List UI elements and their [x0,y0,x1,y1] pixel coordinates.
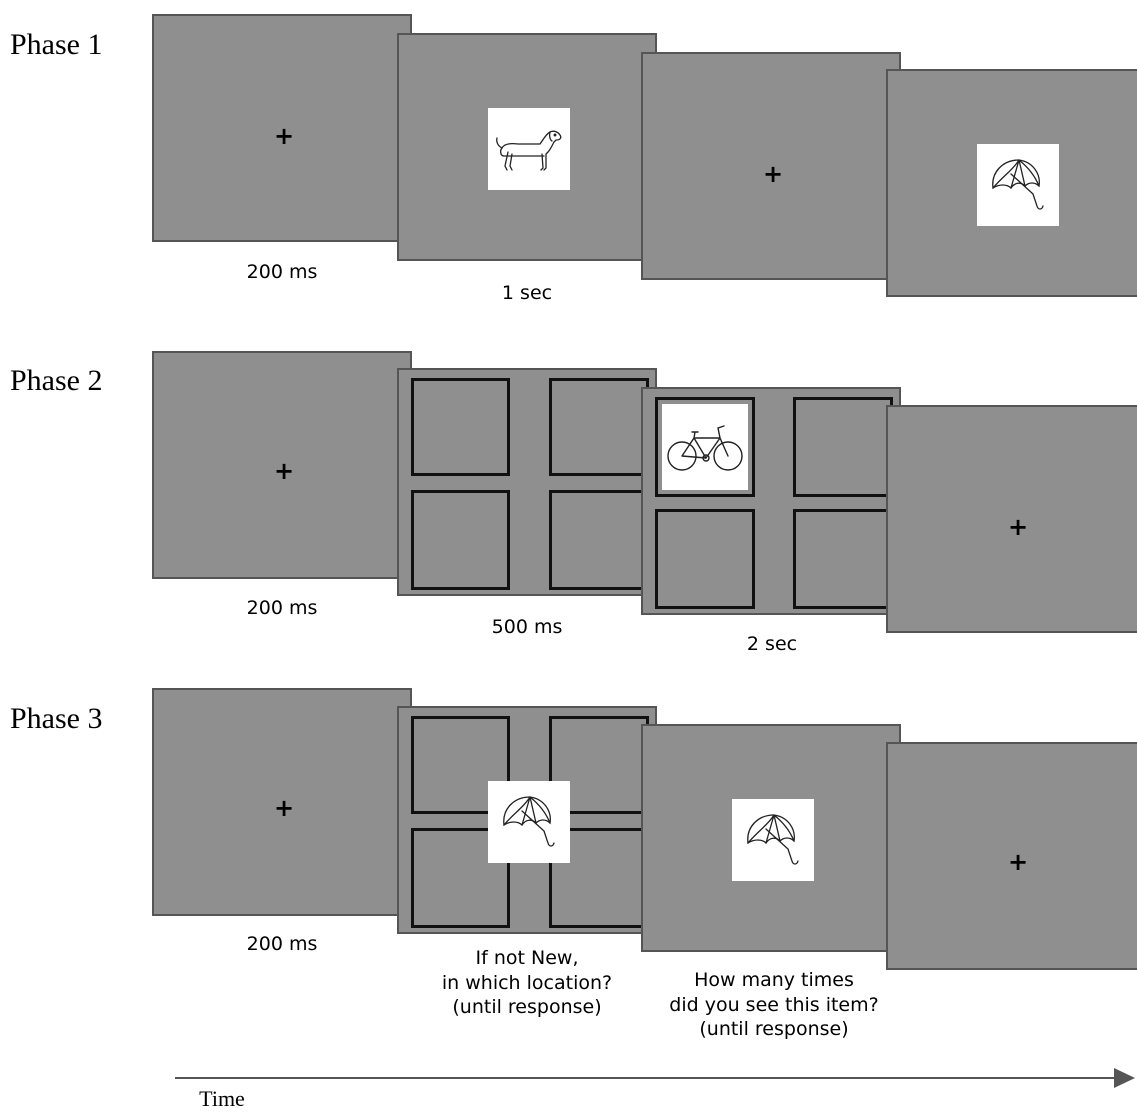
caption-200ms: 200 ms [246,597,318,619]
location-box-bottom-left [411,828,510,928]
phase-1-screen-3: + [641,52,901,280]
phase-2-label: Phase 2 [10,364,103,397]
caption-2sec: 2 sec [746,633,798,655]
caption-count-question: How many times did you see this item? (u… [669,969,879,1041]
location-box-top-left [655,397,755,497]
fixation-cross: + [273,457,295,485]
phase-1-label: Phase 1 [10,28,103,61]
umbrella-icon [747,814,799,865]
fixation-cross: + [1007,513,1029,541]
dog-picture [488,108,570,190]
umbrella-picture [488,781,570,863]
dog-icon [496,130,562,171]
phase-1-screen-4 [886,69,1137,297]
umbrella-picture [732,799,814,881]
phase-2-screen-1: + [152,351,412,579]
phase-3-screen-4: + [886,742,1137,970]
phase-2-screen-2 [397,368,657,596]
bicycle-picture [662,404,748,490]
location-box-top-left [411,716,510,814]
fixation-cross: + [1007,848,1029,876]
fixation-cross: + [273,122,295,150]
location-box-bottom-left [411,490,510,590]
fixation-cross: + [273,794,295,822]
umbrella-icon [503,796,555,847]
caption-200ms: 200 ms [246,261,318,283]
umbrella-icon [992,159,1044,210]
fixation-cross: + [762,160,784,188]
umbrella-picture [977,144,1059,226]
time-label: Time [199,1086,245,1111]
phase-2-screen-3 [641,387,901,615]
caption-location-question: If not New, in which location? (until re… [441,947,613,1019]
caption-500ms: 500 ms [491,616,563,638]
phase-3-label: Phase 3 [10,702,103,735]
caption-1sec: 1 sec [501,282,553,304]
phase-3-screen-1: + [152,688,412,916]
caption-200ms: 200 ms [246,933,318,955]
phase-2-screen-4: + [886,405,1137,633]
location-box-bottom-left [655,509,755,609]
location-box-top-left [411,378,510,476]
phase-1-screen-1: + [152,14,412,242]
bicycle-icon [667,425,743,471]
